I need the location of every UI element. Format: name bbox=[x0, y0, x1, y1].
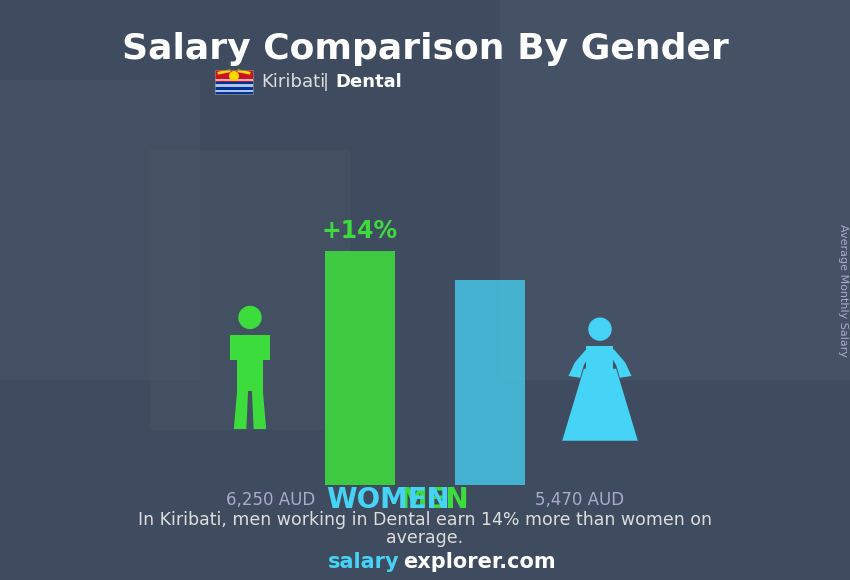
Polygon shape bbox=[230, 335, 269, 392]
Bar bbox=[0, 80, 200, 380]
Circle shape bbox=[229, 71, 239, 81]
Polygon shape bbox=[611, 349, 632, 378]
Bar bbox=[215, 78, 253, 81]
Text: Average Monthly Salary: Average Monthly Salary bbox=[838, 223, 848, 357]
Text: average.: average. bbox=[387, 529, 463, 547]
Text: WOMEN: WOMEN bbox=[326, 486, 450, 514]
Circle shape bbox=[588, 317, 612, 341]
Text: 6,250 AUD: 6,250 AUD bbox=[226, 491, 315, 509]
Text: +14%: +14% bbox=[322, 219, 398, 242]
Polygon shape bbox=[586, 346, 614, 369]
Text: 5,470 AUD: 5,470 AUD bbox=[535, 491, 624, 509]
Polygon shape bbox=[569, 349, 589, 378]
Polygon shape bbox=[234, 387, 248, 429]
Bar bbox=[215, 89, 253, 92]
Bar bbox=[215, 84, 253, 86]
Text: explorer.com: explorer.com bbox=[403, 552, 556, 572]
Polygon shape bbox=[562, 369, 638, 441]
Text: In Kiribati, men working in Dental earn 14% more than women on: In Kiribati, men working in Dental earn … bbox=[138, 511, 712, 529]
Circle shape bbox=[238, 306, 262, 329]
Text: Kiribati: Kiribati bbox=[261, 73, 326, 91]
Text: |: | bbox=[323, 73, 329, 91]
Bar bbox=[215, 70, 253, 82]
Bar bbox=[150, 150, 350, 430]
Polygon shape bbox=[252, 387, 266, 429]
Bar bbox=[500, 0, 850, 380]
Text: Salary Comparison By Gender: Salary Comparison By Gender bbox=[122, 32, 728, 66]
Text: salary: salary bbox=[328, 552, 400, 572]
Text: MEN: MEN bbox=[400, 486, 469, 514]
Bar bbox=[455, 280, 525, 485]
Bar bbox=[215, 82, 253, 94]
Bar bbox=[215, 70, 253, 94]
Text: Dental: Dental bbox=[335, 73, 402, 91]
Bar bbox=[325, 251, 395, 485]
